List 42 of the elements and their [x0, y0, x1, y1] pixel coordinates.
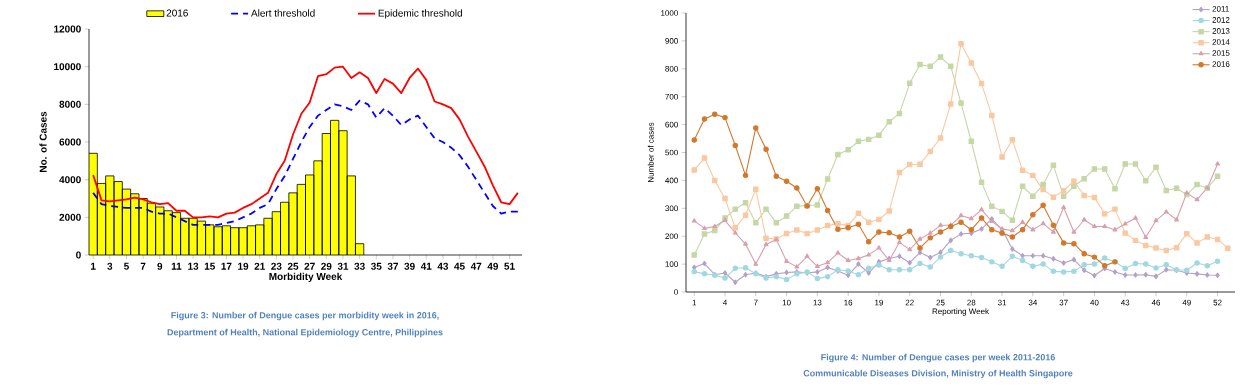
x-tick-label: 23: [271, 262, 282, 270]
x-tick-label: 27: [304, 262, 315, 270]
y-tick-label: 6000: [59, 138, 81, 146]
x-axis-title: Morbidity Week: [269, 272, 343, 282]
text: Department of Health, National Epidemiology Centre, Philippines: [167, 328, 443, 338]
y-tick-label: 4000: [59, 176, 81, 184]
x-tick-label: 5: [124, 262, 129, 270]
x-tick-label: 7: [140, 262, 146, 270]
x-tick-label: 37: [387, 262, 399, 270]
x-tick-label: 43: [437, 262, 449, 270]
x-tick-label: 35: [370, 262, 382, 270]
x-tick-label: 13: [188, 262, 199, 270]
x-tick-label: 25: [287, 262, 299, 270]
x-tick-label: 1: [91, 262, 96, 270]
x-tick-label: 9: [157, 262, 163, 270]
caption: Figure 4: Number of Dengue cases per week 2011-2016: [821, 353, 1055, 363]
x-tick-label: 33: [354, 262, 365, 270]
legend-label: 2016: [166, 9, 188, 17]
text: Communicable Diseases Division, Ministry of Health Singapore: [803, 369, 1073, 379]
x-tick-label: 19: [238, 262, 249, 270]
x-tick-label: 3: [107, 262, 113, 270]
x-tick-label: 11: [171, 262, 182, 270]
legend-label: Epidemic threshold: [378, 9, 462, 19]
y-tick-label: 2000: [59, 213, 81, 221]
x-tick-label: 47: [470, 262, 482, 270]
x-tick-label: 45: [454, 262, 465, 270]
x-tick-label: 17: [221, 262, 232, 270]
x-tick-label: 49: [487, 262, 499, 270]
x-tick-label: 21: [254, 262, 265, 270]
x-tick-label: 51: [504, 262, 515, 270]
legend-label: Alert threshold: [251, 9, 315, 17]
caption: Figure 3: Number of Dengue cases per morbidity week in 2016,: [171, 311, 439, 321]
y-tick-label: 0: [76, 251, 81, 259]
x-tick-label: 39: [404, 262, 415, 270]
y-tick-label: 8000: [59, 100, 81, 108]
x-tick-label: 41: [420, 262, 432, 270]
y-axis-title: No. of Cases: [39, 111, 47, 172]
x-tick-label: 15: [204, 262, 216, 270]
y-tick-label: 10000: [54, 63, 81, 71]
x-tick-label: 31: [337, 262, 349, 270]
y-tick-label: 12000: [54, 25, 81, 33]
x-tick-label: 29: [321, 262, 332, 270]
